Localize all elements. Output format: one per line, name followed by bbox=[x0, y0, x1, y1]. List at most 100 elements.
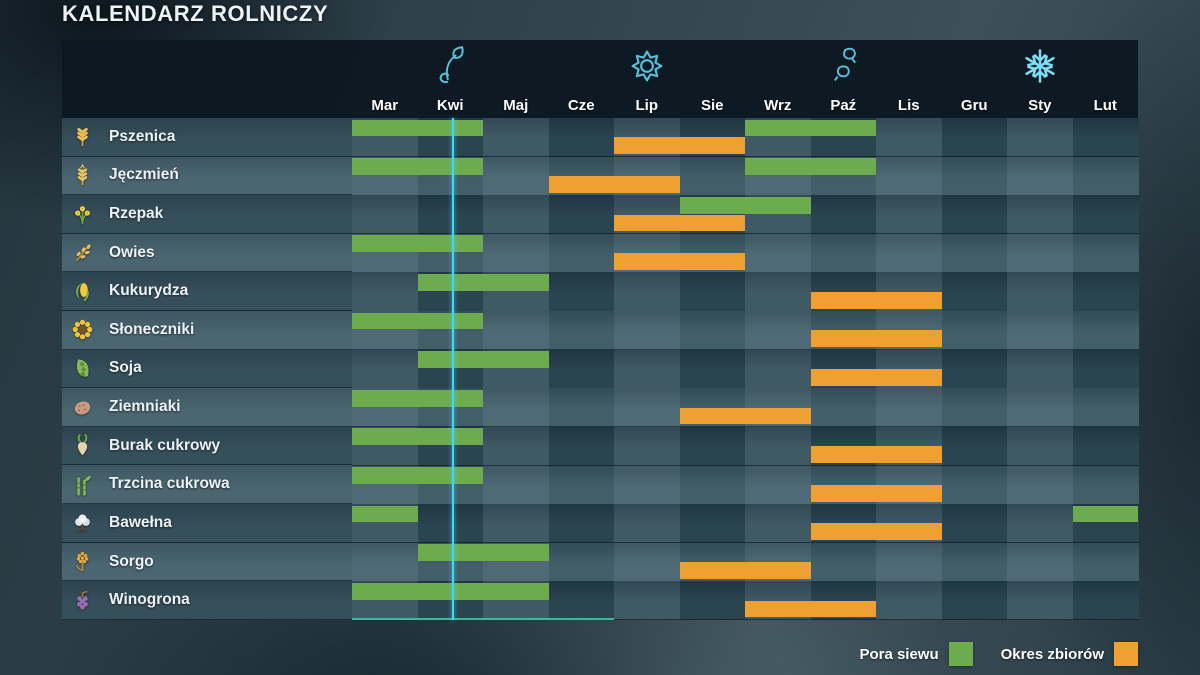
sow-bar-jęczmień bbox=[745, 158, 876, 175]
legend-sow-swatch bbox=[948, 642, 973, 666]
grid-cell-rzepak-lut bbox=[1072, 195, 1139, 235]
grid-cell-pszenica-sty bbox=[1007, 118, 1073, 158]
month-label-cze: Cze bbox=[567, 97, 595, 114]
sun-icon bbox=[626, 43, 668, 89]
grid-cell-bawełna-wrz bbox=[745, 504, 811, 544]
grid-cell-trzcina-cukrowa-sie bbox=[679, 465, 746, 505]
grid-cell-winogrona-lis bbox=[876, 581, 942, 621]
grid-cell-sorgo-sty bbox=[1007, 542, 1073, 582]
month-label-lis: Lis bbox=[897, 97, 920, 114]
grid-cell-kukurydza-sie bbox=[679, 272, 746, 312]
grid-cell-winogrona-sie bbox=[679, 581, 746, 621]
sow-bar-burak-cukrowy bbox=[352, 428, 483, 446]
crop-row-jęczmień: Jęczmień bbox=[62, 156, 352, 196]
grid-cell-słoneczniki-lip bbox=[614, 311, 680, 351]
harvest-bar-bawełna bbox=[810, 523, 942, 541]
oat-icon bbox=[71, 241, 94, 264]
grape-icon bbox=[71, 589, 94, 612]
grid-cell-jęczmień-lut bbox=[1072, 156, 1139, 196]
crop-name-słoneczniki: Słoneczniki bbox=[109, 320, 195, 338]
harvest-bar-sorgo bbox=[679, 562, 811, 579]
legend-harvest-swatch bbox=[1114, 642, 1138, 666]
grid-cell-słoneczniki-wrz bbox=[745, 311, 811, 351]
sugar-beet-icon bbox=[71, 434, 94, 457]
grid-cell-sorgo-gru bbox=[941, 542, 1008, 582]
harvest-bar-rzepak bbox=[614, 214, 745, 232]
grid-cell-rzepak-sty bbox=[1007, 195, 1073, 235]
crop-row-ziemniaki: Ziemniaki bbox=[62, 388, 352, 427]
grid-cell-trzcina-cukrowa-sty bbox=[1007, 465, 1073, 505]
grid-cell-rzepak-mar bbox=[352, 195, 418, 235]
grid-cell-kukurydza-wrz bbox=[745, 272, 811, 312]
grid-cell-sorgo-mar bbox=[352, 542, 418, 582]
snowflake-icon bbox=[1019, 43, 1061, 89]
grid-cell-trzcina-cukrowa-gru bbox=[941, 465, 1008, 505]
grid-cell-jęczmień-maj bbox=[483, 156, 549, 196]
potato-icon bbox=[71, 396, 94, 419]
grid-cell-burak-cukrowy-wrz bbox=[745, 426, 811, 467]
grid-cell-jęczmień-sie bbox=[679, 156, 746, 196]
grid-cell-ziemniaki-maj bbox=[483, 388, 549, 428]
crop-row-bawełna: Bawełna bbox=[62, 504, 352, 543]
month-label-maj: Maj bbox=[503, 97, 529, 114]
grid-cell-winogrona-gru bbox=[941, 581, 1008, 621]
grid-cell-rzepak-maj bbox=[483, 195, 549, 235]
crop-name-soja: Soja bbox=[109, 359, 142, 377]
grid-cell-burak-cukrowy-cze bbox=[548, 426, 615, 467]
grid-cell-winogrona-sty bbox=[1007, 581, 1073, 621]
grid-cell-soja-cze bbox=[548, 349, 615, 389]
grid-cell-bawełna-gru bbox=[941, 504, 1008, 544]
crop-row-sorgo: Sorgo bbox=[62, 542, 352, 582]
crop-name-rzepak: Rzepak bbox=[109, 205, 164, 223]
wheat-icon bbox=[71, 125, 94, 148]
grid-cell-kukurydza-sty bbox=[1007, 272, 1073, 312]
grid-cell-słoneczniki-gru bbox=[941, 311, 1008, 351]
grid-cell-pszenica-maj bbox=[483, 118, 549, 158]
crop-list: Pszenica Jęczmień Rzepak Owies Kukurydza Słon… bbox=[62, 118, 352, 620]
crop-name-ziemniaki: Ziemniaki bbox=[109, 398, 181, 416]
grid-cell-trzcina-cukrowa-maj bbox=[483, 465, 549, 505]
grid-cell-owies-lut bbox=[1072, 233, 1139, 273]
grid-cell-soja-lut bbox=[1072, 349, 1139, 389]
grid-cell-pszenica-cze bbox=[548, 118, 615, 158]
grid-cell-winogrona-lip bbox=[614, 581, 680, 621]
month-label-lut: Lut bbox=[1093, 97, 1117, 114]
grid-cell-sorgo-lut bbox=[1072, 542, 1139, 582]
sow-bar-pszenica bbox=[745, 119, 876, 137]
grid-cell-owies-gru bbox=[941, 233, 1008, 273]
grid-cell-ziemniaki-sty bbox=[1007, 388, 1073, 428]
calendar-header: Mar Kwi Maj Cze Lip Sie Wrz Paź Lis Gru Sty Lut bbox=[62, 40, 1138, 118]
grid-cell-burak-cukrowy-sty bbox=[1007, 426, 1073, 467]
grid-cell-sorgo-lip bbox=[614, 542, 680, 582]
grid-cell-sorgo-lis bbox=[876, 542, 942, 582]
sow-bar-bawełna bbox=[352, 505, 418, 523]
sprout-icon bbox=[429, 43, 471, 89]
grid-cell-winogrona-cze bbox=[548, 581, 615, 621]
soybean-icon bbox=[71, 357, 94, 380]
sow-bar-bawełna bbox=[1072, 505, 1138, 523]
crop-row-burak-cukrowy: Burak cukrowy bbox=[62, 426, 352, 466]
barley-icon bbox=[71, 163, 94, 187]
grid-cell-ziemniaki-lis bbox=[876, 388, 942, 428]
grid-cell-burak-cukrowy-gru bbox=[941, 426, 1008, 467]
timeline-progress-line bbox=[352, 618, 614, 620]
grid-cell-słoneczniki-lut bbox=[1072, 311, 1139, 351]
grid-cell-soja-lip bbox=[614, 349, 680, 389]
harvest-bar-pszenica bbox=[614, 137, 745, 155]
grid-cell-jęczmień-gru bbox=[941, 156, 1008, 196]
month-label-lip: Lip bbox=[635, 97, 659, 114]
grid-cell-rzepak-paź bbox=[810, 195, 877, 235]
grid-cell-bawełna-sty bbox=[1007, 504, 1073, 544]
sow-bar-winogrona bbox=[352, 582, 549, 600]
harvest-bar-jęczmień bbox=[548, 175, 680, 193]
month-label-mar: Mar bbox=[371, 97, 399, 114]
grid-cell-rzepak-kwi bbox=[417, 195, 484, 235]
crop-name-burak-cukrowy: Burak cukrowy bbox=[109, 436, 221, 454]
grid-cell-soja-gru bbox=[941, 349, 1008, 389]
grid-cell-ziemniaki-lut bbox=[1072, 388, 1139, 428]
grid-cell-słoneczniki-maj bbox=[483, 311, 549, 351]
grid-cell-ziemniaki-paź bbox=[810, 388, 877, 428]
grid-cell-jęczmień-sty bbox=[1007, 156, 1073, 196]
month-label-paź: Paź bbox=[830, 97, 857, 114]
